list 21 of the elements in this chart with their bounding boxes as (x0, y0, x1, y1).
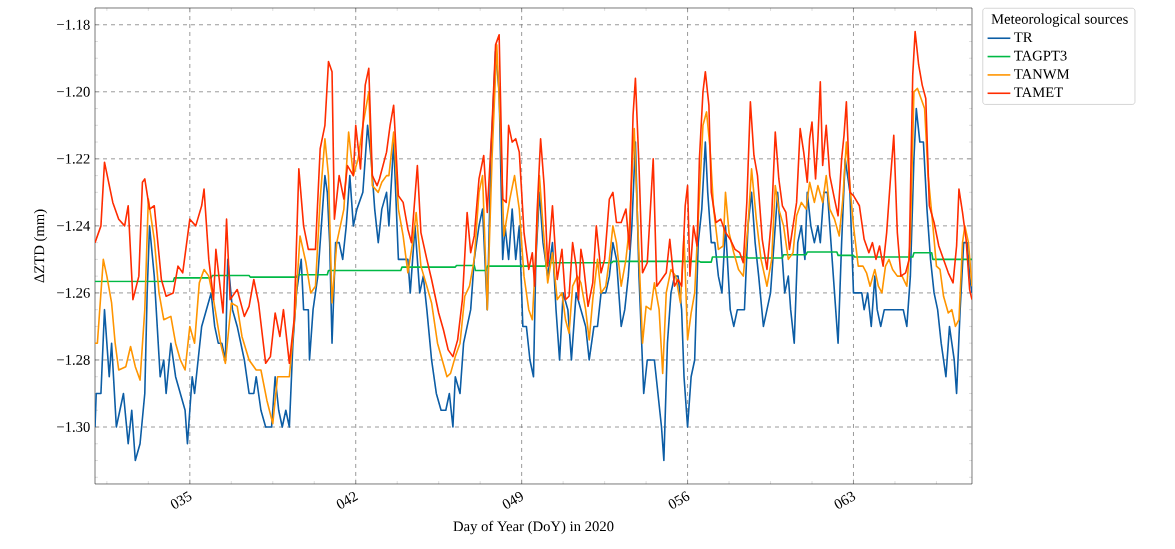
y-axis-title: ΔZTD (mm) (33, 209, 48, 283)
line-series (95, 251, 972, 283)
line-series (95, 30, 972, 365)
y-tick-label: −1.20 (57, 86, 90, 97)
x-tick-label: 063 (834, 491, 856, 509)
y-tick-label: −1.30 (57, 422, 90, 432)
x-tick-label: 042 (336, 491, 359, 509)
y-tick-label: −1.18 (57, 19, 90, 30)
x-tick-label: 035 (170, 491, 192, 509)
legend-title: Meteorological sources (991, 13, 1128, 27)
legend-label: TR (1014, 32, 1033, 43)
legend-label: TANWM (1014, 69, 1070, 79)
x-tick-label: 056 (668, 491, 690, 509)
legend-label: TAGPT3 (1014, 50, 1067, 61)
y-tick-label: −1.28 (57, 354, 90, 365)
y-tick-label: −1.26 (57, 287, 90, 298)
legend-label: TAMET (1014, 87, 1063, 98)
x-tick-label: 049 (502, 491, 523, 509)
x-axis-title: Day of Year (DoY) in 2020 (453, 520, 614, 535)
y-tick-label: −1.24 (57, 220, 91, 231)
y-tick-label: −1.22 (57, 153, 90, 164)
